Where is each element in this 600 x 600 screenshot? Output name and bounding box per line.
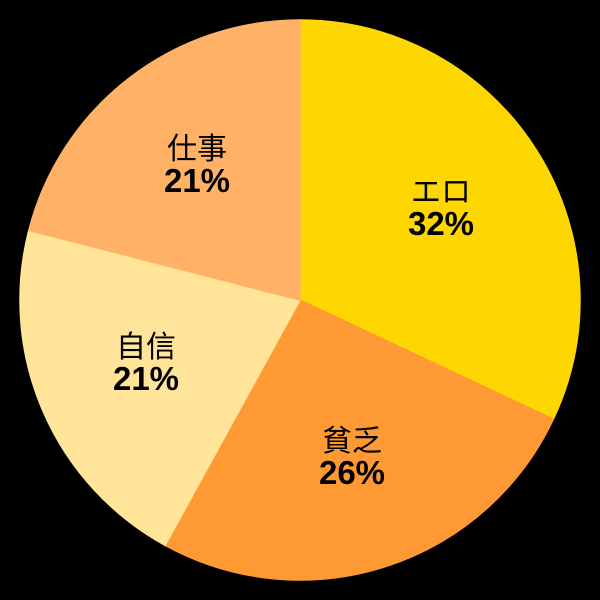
svg-text:32%: 32%	[408, 205, 474, 242]
svg-text:26%: 26%	[319, 454, 385, 491]
svg-text:21%: 21%	[113, 360, 179, 397]
svg-text:21%: 21%	[164, 162, 230, 199]
